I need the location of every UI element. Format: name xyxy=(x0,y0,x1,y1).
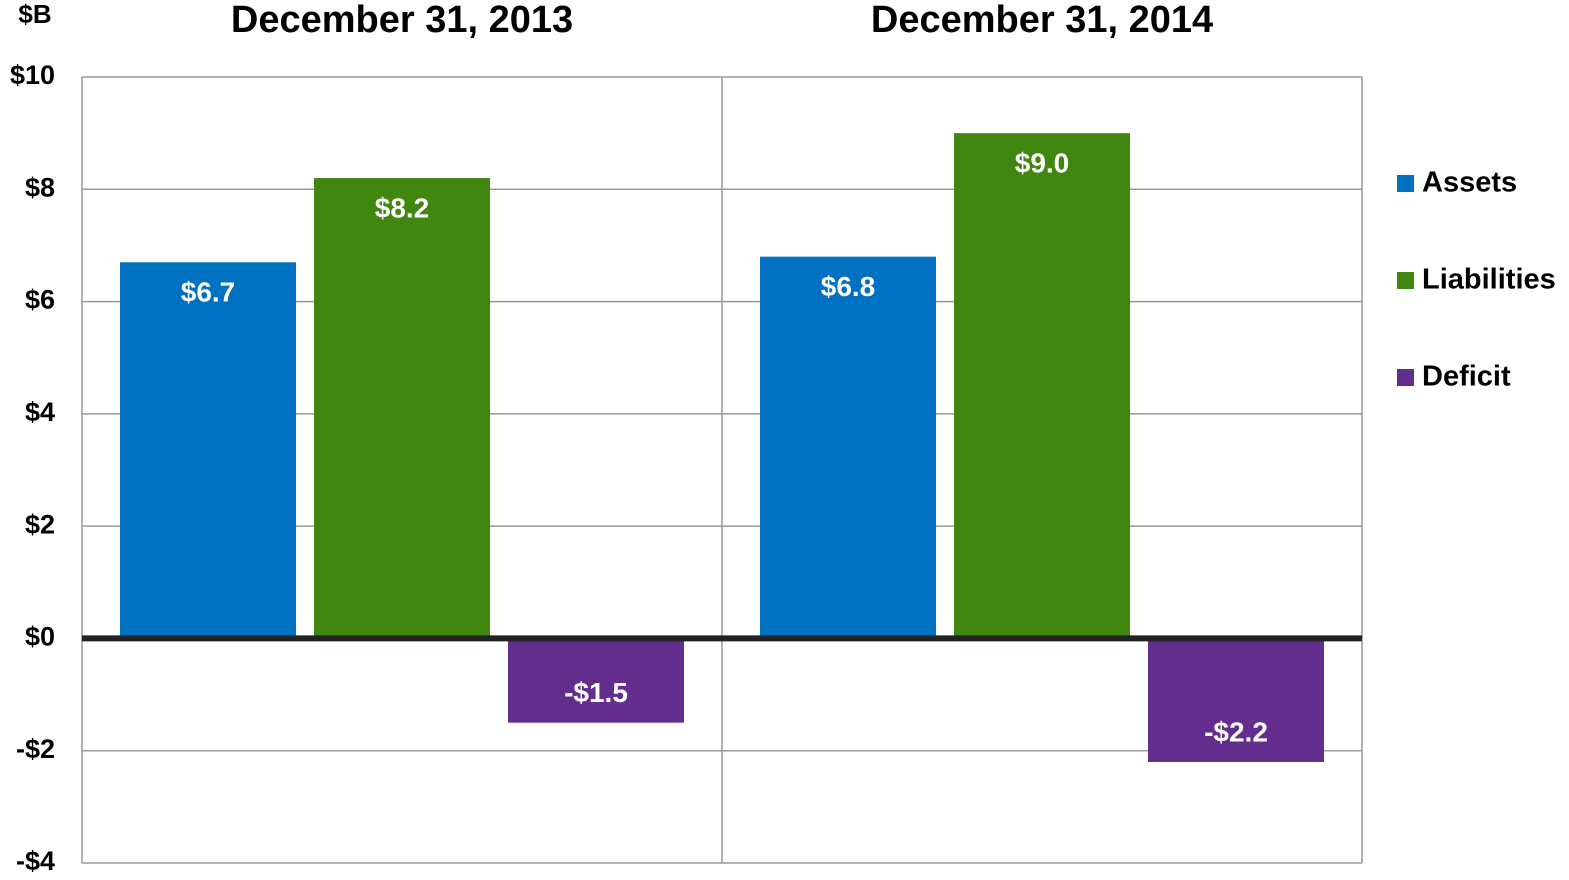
y-tick-label: -$2 xyxy=(16,734,55,764)
y-tick-label: $10 xyxy=(10,60,55,90)
legend-label: Assets xyxy=(1422,167,1517,199)
legend-swatch xyxy=(1397,272,1414,289)
data-label: $9.0 xyxy=(1015,148,1070,179)
category-label: December 31, 2014 xyxy=(871,0,1213,41)
bar xyxy=(1148,638,1324,762)
category-label: December 31, 2013 xyxy=(231,0,573,41)
bar xyxy=(760,256,936,639)
bar xyxy=(508,638,684,723)
bar xyxy=(120,262,296,639)
y-axis-label: $B xyxy=(18,0,51,29)
legend-label: Liabilities xyxy=(1422,264,1556,296)
data-label: $8.2 xyxy=(375,192,430,223)
y-tick-label: $6 xyxy=(25,285,55,315)
bar xyxy=(314,178,490,639)
bar xyxy=(954,133,1130,639)
y-tick-label: $8 xyxy=(25,172,55,202)
y-tick-label: $4 xyxy=(25,397,55,427)
y-tick-label: -$4 xyxy=(16,846,55,876)
y-tick-label: $0 xyxy=(25,622,55,652)
data-label: $6.8 xyxy=(821,271,876,302)
data-label: -$2.2 xyxy=(1204,716,1268,747)
legend-swatch xyxy=(1397,369,1414,386)
legend-swatch xyxy=(1397,175,1414,192)
legend-label: Deficit xyxy=(1422,361,1511,393)
y-tick-label: $2 xyxy=(25,509,55,539)
data-label: $6.7 xyxy=(181,277,236,308)
data-label: -$1.5 xyxy=(564,677,628,708)
